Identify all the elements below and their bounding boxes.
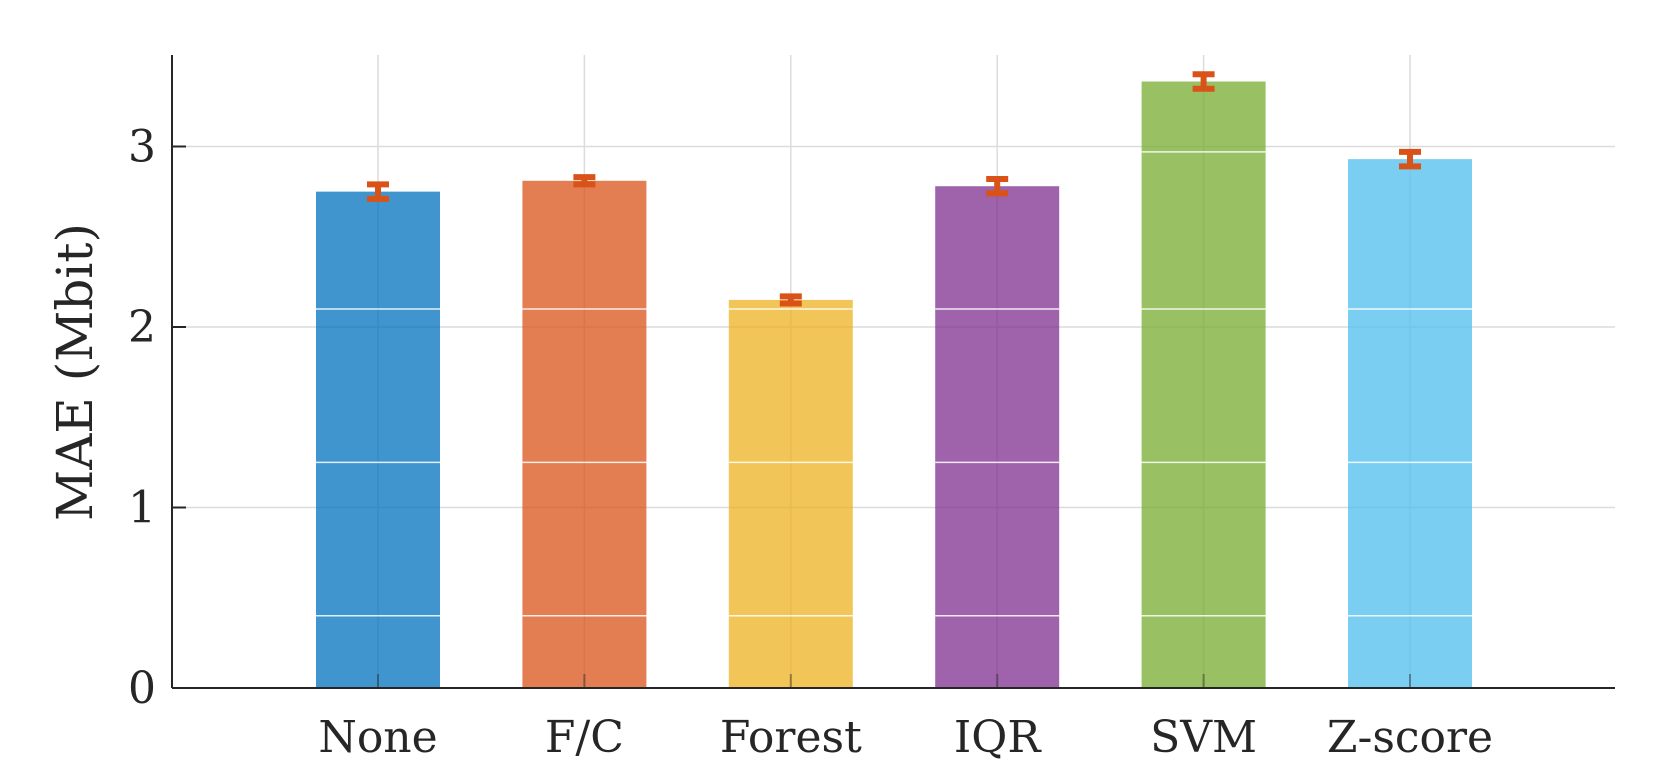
x-tick-label: None xyxy=(318,712,437,763)
bar-none xyxy=(316,191,440,688)
x-tick-label: SVM xyxy=(1150,712,1257,763)
y-tick-label: 3 xyxy=(128,122,156,173)
bar-iqr xyxy=(935,186,1060,688)
y-tick-label: 1 xyxy=(128,483,156,534)
error-bar-3 xyxy=(986,175,1009,197)
y-axis-label: MAE (Mbit) xyxy=(46,223,104,521)
bars xyxy=(316,81,1472,689)
x-tick-label: IQR xyxy=(954,712,1042,763)
tick-labels: 0 1 2 3 None F/C Forest IQR SVM Z-score xyxy=(128,122,1493,764)
bar-z-score xyxy=(1348,159,1472,688)
error-bar-1 xyxy=(573,174,596,188)
axes xyxy=(171,55,1615,689)
x-tick-label: Z-score xyxy=(1327,712,1493,763)
bar-forest xyxy=(728,299,853,688)
error-bar-0 xyxy=(367,181,389,202)
error-bar-2 xyxy=(779,293,802,307)
bar-f-c xyxy=(522,180,647,689)
x-tick-label: Forest xyxy=(720,712,862,763)
y-tick-label: 0 xyxy=(128,663,156,714)
y-tick-label: 2 xyxy=(128,302,156,353)
x-tick-label: F/C xyxy=(545,712,624,763)
error-bars xyxy=(367,71,1421,307)
error-bar-4 xyxy=(1192,71,1215,92)
error-bar-5 xyxy=(1399,148,1421,170)
bar-svm xyxy=(1141,81,1266,688)
